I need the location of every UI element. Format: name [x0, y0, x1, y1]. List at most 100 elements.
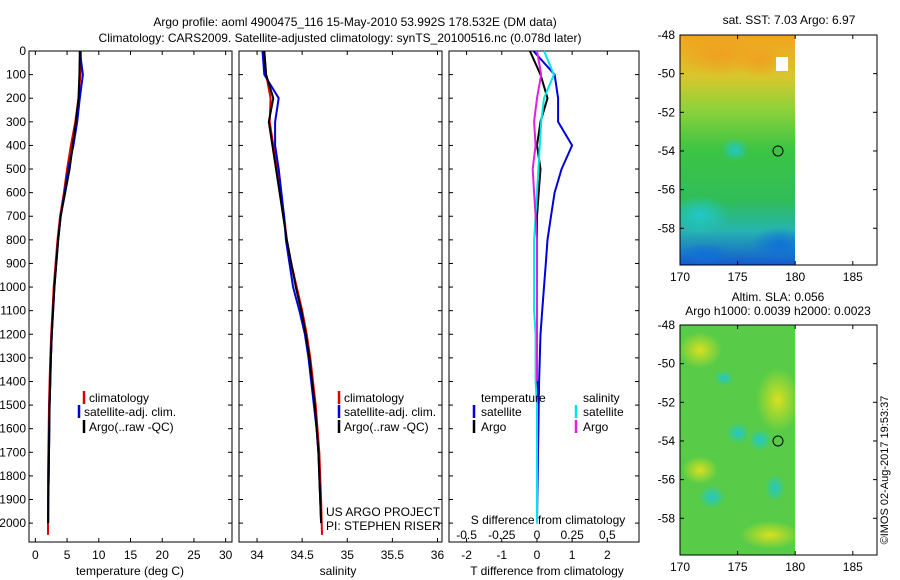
x-tick-label-S: 0	[534, 528, 541, 542]
x-tick-label: 35	[341, 548, 355, 562]
depth-tick-label: 1100	[0, 304, 26, 318]
depth-tick-label: 1200	[0, 327, 26, 341]
argo-location-marker	[772, 435, 784, 447]
x-tick-label-T: 2	[604, 548, 611, 562]
sla-map: Altim. SLA: 0.056 Argo h1000: 0.0039 h20…	[658, 290, 878, 574]
legend-argo: Argo(..raw -QC)	[89, 420, 174, 434]
series-temperature-satellite	[532, 50, 574, 524]
difference-legend: temperature salinity satellite Argo sate…	[472, 391, 624, 434]
lat-tick-label: -50	[658, 357, 676, 371]
temperature-x-ticks: 0 5 10 15 20 25 30	[29, 50, 233, 562]
x-tick-label: 25	[187, 548, 201, 562]
sla-map-frame	[679, 324, 878, 556]
difference-panel: -2 -1 0 1 2 -0.5 -0.25 0 0.25 0.5 T difference fr…	[448, 50, 640, 578]
sst-map: sat. SST: 7.03 Argo: 6.97 -48 -50 -52 -54 -5…	[658, 13, 878, 284]
legend-temp-satellite: satellite	[481, 405, 522, 419]
legend-climatology: climatology	[89, 391, 149, 405]
depth-axis: 0 100 200 300 400 500 600 700 800 900 1000 1100 1200…	[0, 44, 26, 530]
depth-tick-label: 700	[6, 209, 26, 223]
x-tick-label: 15	[124, 548, 138, 562]
temperature-plot-frame	[28, 50, 233, 543]
project-note: US ARGO PROJECT	[326, 505, 441, 519]
imos-credit: ©IMOS 02-Aug-2017 19:53:37	[879, 396, 891, 545]
lat-tick-label: -52	[658, 105, 676, 119]
sla-map-title-1: Altim. SLA: 0.056	[732, 290, 825, 304]
depth-tick-label: 300	[6, 115, 26, 129]
s-difference-label: S difference from climatology	[471, 513, 626, 527]
series-satellite-adj-clim	[261, 50, 323, 524]
legend-satellite: satellite-adj. clim.	[84, 405, 176, 419]
lat-tick-label: -56	[658, 473, 676, 487]
lat-tick-label: -58	[658, 221, 676, 235]
lat-tick-label: -54	[658, 434, 676, 448]
salinity-panel: 34 34.5 35 35.5 36 salinity climatology sate…	[238, 50, 445, 578]
temperature-legend: climatology satellite-adj. clim. Argo(..…	[77, 391, 176, 434]
series-argo-raw-qc	[47, 50, 81, 524]
x-tick-label: 35.5	[381, 548, 405, 562]
x-tick-label-S: 0.5	[599, 528, 616, 542]
legend-argo: Argo(..raw -QC)	[344, 420, 429, 434]
x-tick-label-T: -2	[461, 548, 472, 562]
series-argo-raw-qc	[263, 50, 323, 524]
legend-temp-argo: Argo	[481, 420, 507, 434]
depth-tick-label: 400	[6, 138, 26, 152]
lat-tick-label: -52	[658, 395, 676, 409]
temperature-series	[47, 50, 84, 535]
depth-tick-label: 2000	[0, 516, 26, 530]
lon-tick-label: 185	[843, 560, 863, 574]
lon-tick-label: 170	[670, 560, 690, 574]
depth-tick-label: 1300	[0, 351, 26, 365]
depth-tick-label: 1500	[0, 398, 26, 412]
x-tick-label: 34.5	[290, 548, 314, 562]
x-tick-label: 36	[431, 548, 445, 562]
x-tick-label-T: 0	[534, 548, 541, 562]
x-tick-label: 20	[156, 548, 170, 562]
difference-series	[528, 50, 574, 524]
sst-map-axes: -48 -50 -52 -54 -56 -58 170 175 180 185	[658, 28, 877, 284]
legend-salinity-header: salinity	[583, 391, 620, 405]
sla-field	[680, 325, 795, 555]
depth-tick-label: 900	[6, 256, 26, 270]
title-line-2: Climatology: CARS2009. Satellite-adjuste…	[99, 31, 582, 45]
salinity-xlabel: salinity	[320, 564, 357, 578]
title-line-1: Argo profile: aoml 4900475_116 15-May-20…	[153, 15, 556, 29]
legend-sal-satellite: satellite	[583, 405, 624, 419]
lon-tick-label: 180	[785, 270, 805, 284]
lon-tick-label: 170	[670, 270, 690, 284]
salinity-plot-frame	[238, 50, 443, 543]
x-tick-label-T: 1	[569, 548, 576, 562]
legend-sal-argo: Argo	[583, 420, 609, 434]
depth-tick-label: 0	[19, 44, 26, 58]
x-tick-label: 34	[250, 548, 264, 562]
difference-x-ticks: -2 -1 0 1 2 -0.5 -0.25 0 0.25 0.5	[449, 50, 639, 562]
sla-map-axes: -48 -50 -52 -54 -56 -58 170 175 180 185	[658, 318, 877, 574]
depth-tick-label: 1700	[0, 445, 26, 459]
lat-tick-label: -58	[658, 511, 676, 525]
depth-tick-label: 1600	[0, 422, 26, 436]
depth-tick-label: 500	[6, 162, 26, 176]
series-climatology	[263, 50, 323, 535]
lat-tick-label: -56	[658, 183, 676, 197]
temperature-xlabel: temperature (deg C)	[76, 564, 184, 578]
series-salinity-argo	[531, 50, 543, 382]
depth-tick-label: 1400	[0, 374, 26, 388]
series-salinity-satellite	[533, 50, 555, 524]
sla-map-title-2: Argo h1000: 0.0039 h2000: 0.0023	[685, 304, 871, 318]
legend-temperature-header: temperature	[481, 391, 546, 405]
sst-map-frame	[679, 34, 878, 266]
lon-tick-label: 185	[843, 270, 863, 284]
sst-field	[680, 35, 795, 265]
t-difference-xlabel: T difference from climatology	[470, 564, 624, 578]
depth-tick-label: 1900	[0, 493, 26, 507]
sst-map-title: sat. SST: 7.03 Argo: 6.97	[723, 13, 856, 27]
argo-location-marker	[772, 145, 784, 157]
x-tick-label-T: -1	[496, 548, 507, 562]
pi-note: PI: STEPHEN RISER	[326, 519, 441, 533]
lat-tick-label: -48	[658, 318, 676, 332]
salinity-legend: climatology satellite-adj. clim. Argo(..…	[337, 391, 436, 434]
x-tick-label-S: 0.25	[560, 528, 584, 542]
lon-tick-label: 180	[785, 560, 805, 574]
lat-tick-label: -50	[658, 67, 676, 81]
x-tick-label: 10	[92, 548, 106, 562]
